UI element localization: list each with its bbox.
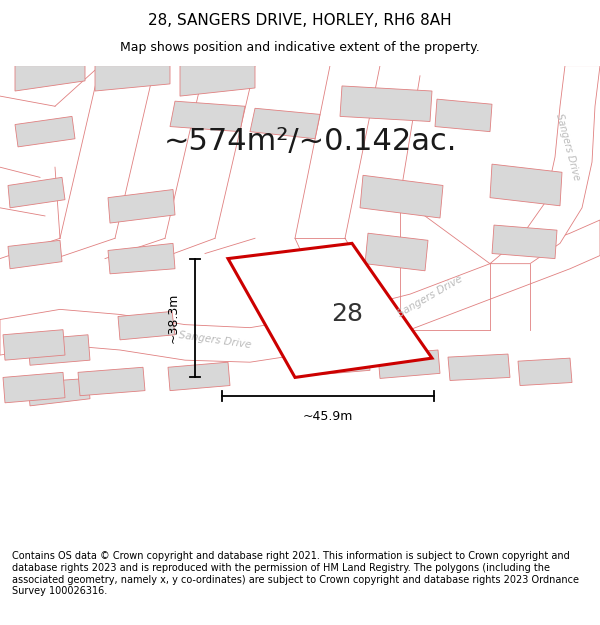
- Polygon shape: [8, 240, 62, 269]
- Text: Sangers Drive: Sangers Drive: [178, 330, 252, 350]
- Polygon shape: [365, 233, 428, 271]
- Polygon shape: [168, 362, 230, 391]
- Text: 28, SANGERS DRIVE, HORLEY, RH6 8AH: 28, SANGERS DRIVE, HORLEY, RH6 8AH: [148, 13, 452, 28]
- Polygon shape: [118, 311, 175, 340]
- Polygon shape: [490, 164, 562, 206]
- Polygon shape: [108, 243, 175, 274]
- Polygon shape: [3, 372, 65, 402]
- Polygon shape: [340, 86, 432, 121]
- Text: Sangers Drive: Sangers Drive: [554, 112, 582, 181]
- Polygon shape: [78, 368, 145, 396]
- Polygon shape: [180, 66, 255, 96]
- Text: 28: 28: [331, 302, 363, 326]
- Polygon shape: [108, 189, 175, 223]
- Text: ~45.9m: ~45.9m: [303, 409, 353, 422]
- Polygon shape: [490, 66, 600, 264]
- Text: Map shows position and indicative extent of the property.: Map shows position and indicative extent…: [120, 41, 480, 54]
- Text: ~574m²/~0.142ac.: ~574m²/~0.142ac.: [163, 127, 457, 156]
- Polygon shape: [28, 335, 90, 365]
- Polygon shape: [518, 358, 572, 386]
- Polygon shape: [15, 116, 75, 147]
- Polygon shape: [492, 225, 557, 259]
- Text: Sangers Drive: Sangers Drive: [396, 274, 464, 319]
- Text: Contains OS data © Crown copyright and database right 2021. This information is : Contains OS data © Crown copyright and d…: [12, 551, 579, 596]
- Polygon shape: [15, 66, 85, 91]
- Polygon shape: [28, 378, 90, 406]
- Polygon shape: [8, 177, 65, 208]
- Polygon shape: [0, 220, 600, 362]
- Polygon shape: [228, 243, 432, 378]
- Polygon shape: [3, 330, 65, 360]
- Text: ~38.3m: ~38.3m: [167, 293, 179, 343]
- Polygon shape: [378, 350, 440, 378]
- Polygon shape: [95, 66, 170, 91]
- Polygon shape: [360, 175, 443, 218]
- Polygon shape: [435, 99, 492, 132]
- Polygon shape: [308, 345, 370, 376]
- Polygon shape: [170, 101, 245, 132]
- Polygon shape: [448, 354, 510, 381]
- Polygon shape: [250, 108, 320, 139]
